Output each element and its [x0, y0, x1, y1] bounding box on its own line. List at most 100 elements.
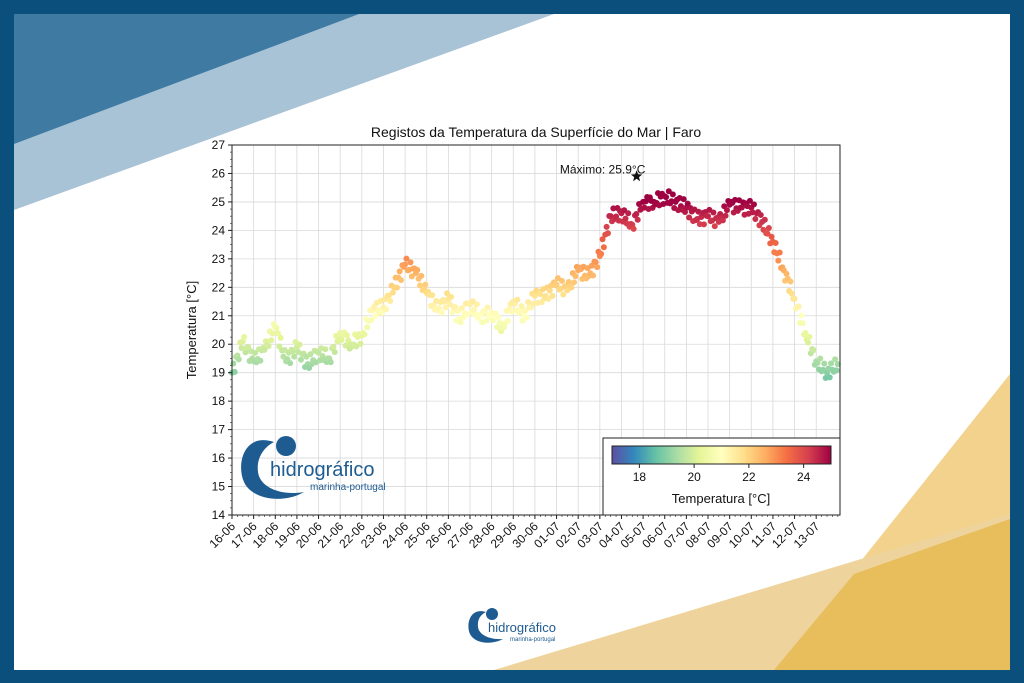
- data-point: [331, 349, 338, 356]
- y-tick-label: 20: [212, 337, 226, 351]
- data-point: [757, 211, 764, 218]
- data-point: [268, 337, 275, 344]
- data-point: [457, 319, 464, 326]
- data-point: [523, 314, 530, 321]
- data-point: [494, 324, 501, 331]
- data-point: [379, 309, 386, 316]
- data-point: [438, 309, 445, 316]
- y-tick-label: 15: [212, 480, 226, 494]
- data-point: [257, 357, 264, 364]
- data-point: [514, 296, 521, 303]
- data-point: [241, 334, 248, 341]
- data-point: [327, 359, 334, 366]
- data-point: [343, 332, 350, 339]
- data-point: [471, 306, 478, 313]
- data-point: [531, 292, 538, 299]
- data-point: [590, 272, 597, 279]
- data-point: [265, 343, 272, 350]
- data-point: [448, 293, 455, 300]
- data-point: [322, 346, 329, 353]
- data-point: [633, 210, 640, 217]
- decor-shape-blue: [14, 14, 359, 144]
- footer-logo-name: hidrográfico: [488, 620, 556, 635]
- max-annotation-text: Máximo: 25.9°C: [560, 162, 646, 176]
- colorbar-tick-label: 22: [742, 470, 756, 484]
- y-tick-label: 25: [212, 195, 226, 209]
- data-point: [402, 261, 409, 268]
- data-point: [832, 356, 839, 363]
- data-point: [291, 353, 298, 360]
- data-point: [396, 268, 403, 275]
- data-point: [235, 356, 242, 363]
- data-point: [705, 213, 712, 220]
- data-point: [387, 298, 394, 305]
- data-point: [429, 292, 436, 299]
- data-point: [414, 266, 421, 273]
- plot-border: [231, 144, 841, 516]
- data-point: [571, 279, 578, 286]
- data-point: [722, 212, 729, 219]
- data-point: [469, 298, 476, 305]
- data-point: [710, 209, 717, 216]
- data-points: [229, 188, 841, 382]
- data-point: [772, 240, 779, 247]
- data-point: [549, 292, 556, 299]
- data-point: [700, 221, 707, 228]
- data-point: [776, 249, 783, 256]
- y-tick-label: 23: [212, 252, 226, 266]
- data-point: [622, 215, 629, 222]
- data-point: [795, 303, 802, 310]
- data-point: [393, 284, 400, 291]
- data-point: [407, 259, 414, 266]
- data-point: [572, 273, 579, 280]
- decor-shape-gold: [774, 519, 1010, 670]
- data-point: [750, 201, 757, 208]
- y-tick-label: 24: [212, 223, 226, 237]
- data-point: [799, 320, 806, 327]
- data-point: [665, 188, 672, 195]
- data-point: [389, 289, 396, 296]
- data-point: [398, 277, 405, 284]
- data-point: [669, 191, 676, 198]
- data-point: [287, 360, 294, 367]
- data-point: [473, 301, 480, 308]
- data-point: [269, 330, 276, 337]
- data-point: [634, 216, 641, 223]
- logo-swirl-icon: [241, 440, 304, 499]
- chart-logo: hidrográfico marinha-portugal: [241, 436, 386, 499]
- colorbar-label: Temperatura [°C]: [672, 491, 770, 506]
- data-point: [504, 317, 511, 324]
- data-point: [798, 312, 805, 319]
- y-tick-label: 17: [212, 423, 226, 437]
- data-point: [385, 292, 392, 299]
- data-point: [383, 306, 390, 313]
- data-point: [361, 331, 368, 338]
- data-point: [592, 259, 599, 266]
- max-star-marker: [630, 170, 643, 182]
- data-point: [723, 207, 730, 214]
- data-point: [238, 345, 245, 352]
- data-point: [738, 204, 745, 211]
- colorbar-tick-label: 18: [633, 470, 647, 484]
- data-point: [458, 305, 465, 312]
- data-point: [600, 244, 607, 251]
- background-decoration: [14, 14, 1010, 670]
- max-annotation: Máximo: 25.9°C: [560, 162, 646, 182]
- logo-dot-icon: [276, 436, 296, 456]
- logo-tagline: marinha-portugal: [310, 482, 386, 493]
- data-point: [833, 367, 840, 374]
- data-point: [603, 223, 610, 230]
- footer-logo-tagline: marinha-portugal: [510, 637, 555, 643]
- data-point: [484, 304, 491, 311]
- data-point: [545, 295, 552, 302]
- footer-logo-swirl-icon: [468, 611, 503, 643]
- data-point: [483, 317, 490, 324]
- data-point: [315, 349, 322, 356]
- data-point: [686, 214, 693, 221]
- data-point: [277, 334, 284, 341]
- data-point: [621, 207, 628, 214]
- temperature-chart: Registos da Temperatura da Superfície do…: [184, 124, 841, 643]
- colorbar-legend: 18 20 22 24 Temperatura [°C]: [602, 437, 841, 516]
- data-point: [330, 343, 337, 350]
- data-point: [787, 278, 794, 285]
